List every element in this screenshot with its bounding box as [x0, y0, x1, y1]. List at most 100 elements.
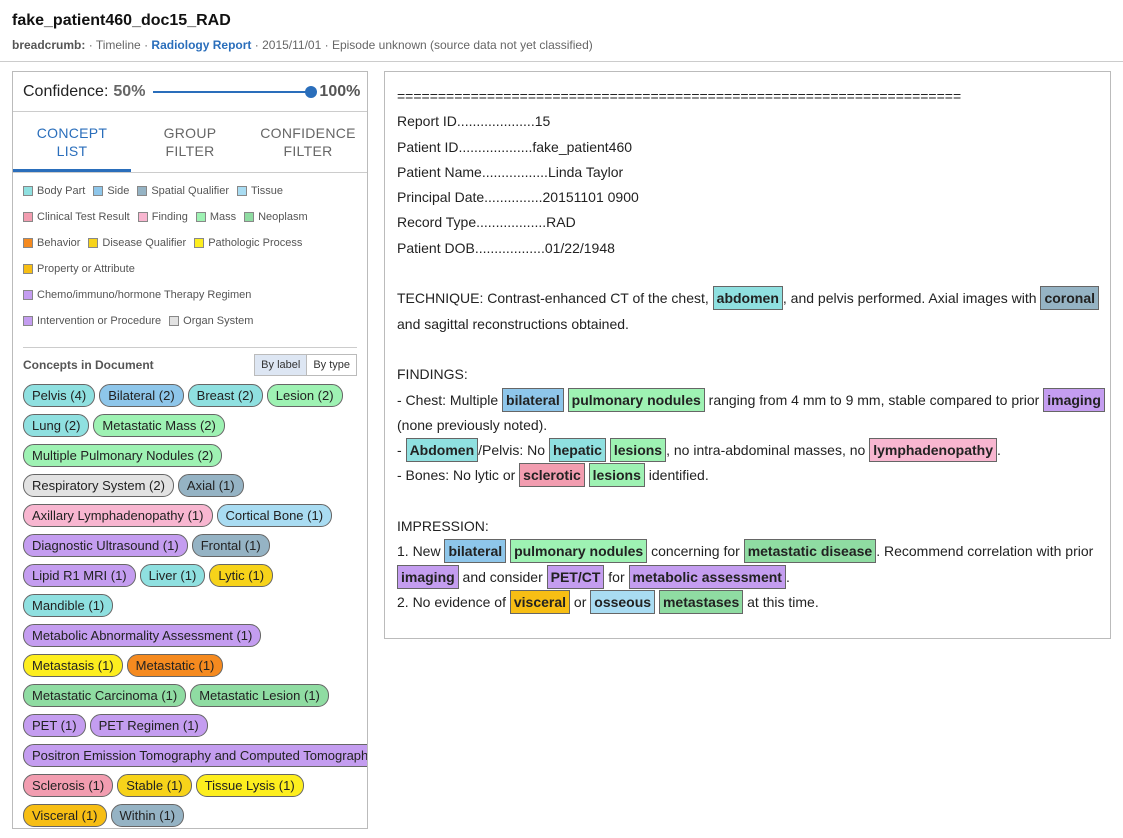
highlighted-concept[interactable]: Abdomen — [405, 438, 479, 463]
concept-pill[interactable]: Sclerosis (1) — [23, 774, 114, 797]
concept-pill[interactable]: Lytic (1) — [209, 564, 274, 587]
concept-pill[interactable]: Lung (2) — [23, 414, 90, 437]
legend-item: Mass — [195, 211, 237, 223]
tab-label: GROUP — [163, 125, 217, 141]
highlighted-concept[interactable]: visceral — [509, 589, 571, 614]
concept-pill[interactable]: Axillary Lymphadenopathy (1) — [23, 504, 213, 527]
legend-label: Disease Qualifier — [102, 237, 187, 249]
legend-swatch — [137, 212, 148, 222]
concept-pill[interactable]: Tissue Lysis (1) — [195, 774, 304, 797]
breadcrumb-report-link[interactable]: Radiology Report — [151, 38, 252, 52]
sort-by-label-button[interactable]: By label — [255, 355, 307, 375]
report-text: - — [397, 442, 406, 459]
highlighted-concept[interactable]: PET/CT — [546, 564, 605, 589]
highlighted-concept[interactable]: imaging — [397, 564, 459, 589]
highlighted-concept[interactable]: bilateral — [502, 387, 564, 412]
slider-handle[interactable] — [305, 85, 318, 98]
legend-row: Intervention or Procedure Organ System — [23, 315, 357, 341]
concept-row: Metabolic Abnormality Assessment (1) — [23, 624, 357, 654]
legend-item: Side — [93, 185, 129, 197]
highlighted-concept[interactable]: metastases — [658, 589, 744, 614]
legend-item: Organ System — [169, 315, 253, 327]
report-text: for — [604, 568, 629, 585]
highlighted-concept[interactable]: pulmonary nodules — [510, 539, 648, 564]
report-line: 1. New bilateral pulmonary nodules conce… — [397, 539, 1098, 564]
concept-pill[interactable]: Breast (2) — [187, 384, 263, 407]
breadcrumb-timeline-link[interactable]: Timeline — [95, 38, 141, 52]
report-text: , and pelvis performed. Axial images wit… — [782, 290, 1041, 307]
legend-label: Mass — [209, 211, 237, 223]
concepts-title: Concepts in Document — [23, 358, 154, 372]
concept-row: Sclerosis (1) Stable (1) Tissue Lysis (1) — [23, 774, 357, 804]
concept-pill[interactable]: Diagnostic Ultrasound (1) — [23, 534, 188, 557]
highlighted-concept[interactable]: lesions — [609, 438, 667, 463]
report-text: IMPRESSION: — [397, 518, 489, 535]
legend-label: Property or Attribute — [37, 263, 135, 275]
concept-row: Respiratory System (2) Axial (1) — [23, 474, 357, 504]
concept-pill[interactable]: Lesion (2) — [266, 384, 343, 407]
concept-pill[interactable]: Stable (1) — [117, 774, 192, 797]
legend-label: Clinical Test Result — [37, 211, 130, 223]
highlighted-concept[interactable]: pulmonary nodules — [567, 387, 705, 412]
highlighted-concept[interactable]: abdomen — [712, 286, 783, 311]
highlighted-concept[interactable]: imaging — [1043, 387, 1105, 412]
report-line: Patient DOB..................01/22/1948 — [397, 236, 1098, 261]
report-text: . — [997, 442, 1001, 459]
tab-concept-list[interactable]: CONCEPT LIST — [13, 112, 131, 172]
highlighted-concept[interactable]: lymphadenopathy — [869, 438, 997, 463]
concept-pill[interactable]: Metastasis (1) — [23, 654, 123, 677]
highlighted-concept[interactable]: coronal — [1040, 286, 1100, 311]
concept-list: Pelvis (4) Bilateral (2) Breast (2) Lesion … — [13, 376, 367, 828]
tab-confidence-filter[interactable]: CONFIDENCE FILTER — [249, 112, 367, 172]
concept-pill[interactable]: Axial (1) — [177, 474, 244, 497]
concept-pill[interactable]: Respiratory System (2) — [23, 474, 174, 497]
legend-item: Clinical Test Result — [23, 211, 130, 223]
concept-pill[interactable]: Mandible (1) — [23, 594, 114, 617]
report-text: identified. — [644, 467, 709, 484]
legend-swatch — [88, 238, 99, 248]
report-line: imaging and consider PET/CT for metaboli… — [397, 564, 1098, 590]
report-text: 1. New — [397, 543, 445, 560]
legend-swatch — [23, 212, 33, 222]
concept-pill[interactable]: Metabolic Abnormality Assessment (1) — [23, 624, 262, 647]
concept-pill[interactable]: Pelvis (4) — [23, 384, 96, 407]
report-text: Patient DOB..................01/22/1948 — [397, 239, 615, 256]
report-line: Report ID....................15 — [397, 109, 1098, 134]
concept-row: Pelvis (4) Bilateral (2) Breast (2) Lesion … — [23, 384, 357, 414]
concept-row: Multiple Pulmonary Nodules (2) — [23, 444, 357, 474]
sort-toggle: By label By type — [254, 354, 357, 376]
sort-by-type-button[interactable]: By type — [306, 355, 356, 375]
concept-pill[interactable]: Metastatic Mass (2) — [93, 414, 225, 437]
concept-pill[interactable]: Cortical Bone (1) — [216, 504, 333, 527]
report-text: 2. No evidence of — [397, 593, 510, 610]
concept-pill[interactable]: Metastatic Lesion (1) — [190, 684, 329, 707]
highlighted-concept[interactable]: osseous — [590, 589, 656, 614]
concept-pill[interactable]: Lipid R1 MRI (1) — [23, 564, 136, 587]
highlighted-concept[interactable]: sclerotic — [519, 463, 585, 488]
legend-label: Body Part — [37, 185, 86, 197]
concept-pill[interactable]: PET (1) — [23, 714, 86, 737]
concept-pill[interactable]: Positron Emission Tomography and Compute… — [23, 744, 367, 767]
concept-row: Metastatic Carcinoma (1) Metastatic Lesio… — [23, 684, 357, 714]
concept-pill[interactable]: Within (1) — [110, 804, 185, 827]
semantic-type-legend: Body Part Side Spatial Qualifier Tissue Clin… — [13, 173, 367, 341]
tab-label: CONFIDENCE — [260, 125, 356, 141]
highlighted-concept[interactable]: hepatic — [548, 438, 606, 463]
concept-pill[interactable]: Visceral (1) — [23, 804, 107, 827]
highlighted-concept[interactable]: bilateral — [444, 539, 507, 564]
concept-pill[interactable]: Bilateral (2) — [99, 384, 184, 407]
concept-pill[interactable]: Metastatic Carcinoma (1) — [23, 684, 187, 707]
report-line: - Bones: No lytic or sclerotic lesions i… — [397, 463, 1098, 488]
highlighted-concept[interactable]: lesions — [588, 463, 645, 488]
highlighted-concept[interactable]: metastatic disease — [743, 539, 877, 564]
highlighted-concept[interactable]: metabolic assessment — [628, 564, 786, 589]
concept-row: Axillary Lymphadenopathy (1) Cortical Bon… — [23, 504, 357, 534]
concept-pill[interactable]: Metastatic (1) — [126, 654, 224, 677]
concept-pill[interactable]: Frontal (1) — [191, 534, 270, 557]
tab-group-filter[interactable]: GROUP FILTER — [131, 112, 249, 172]
concept-pill[interactable]: Multiple Pulmonary Nodules (2) — [23, 444, 223, 467]
confidence-slider[interactable] — [153, 85, 318, 99]
tab-label: LIST — [56, 143, 88, 159]
concept-pill[interactable]: Liver (1) — [139, 564, 206, 587]
concept-pill[interactable]: PET Regimen (1) — [89, 714, 208, 737]
